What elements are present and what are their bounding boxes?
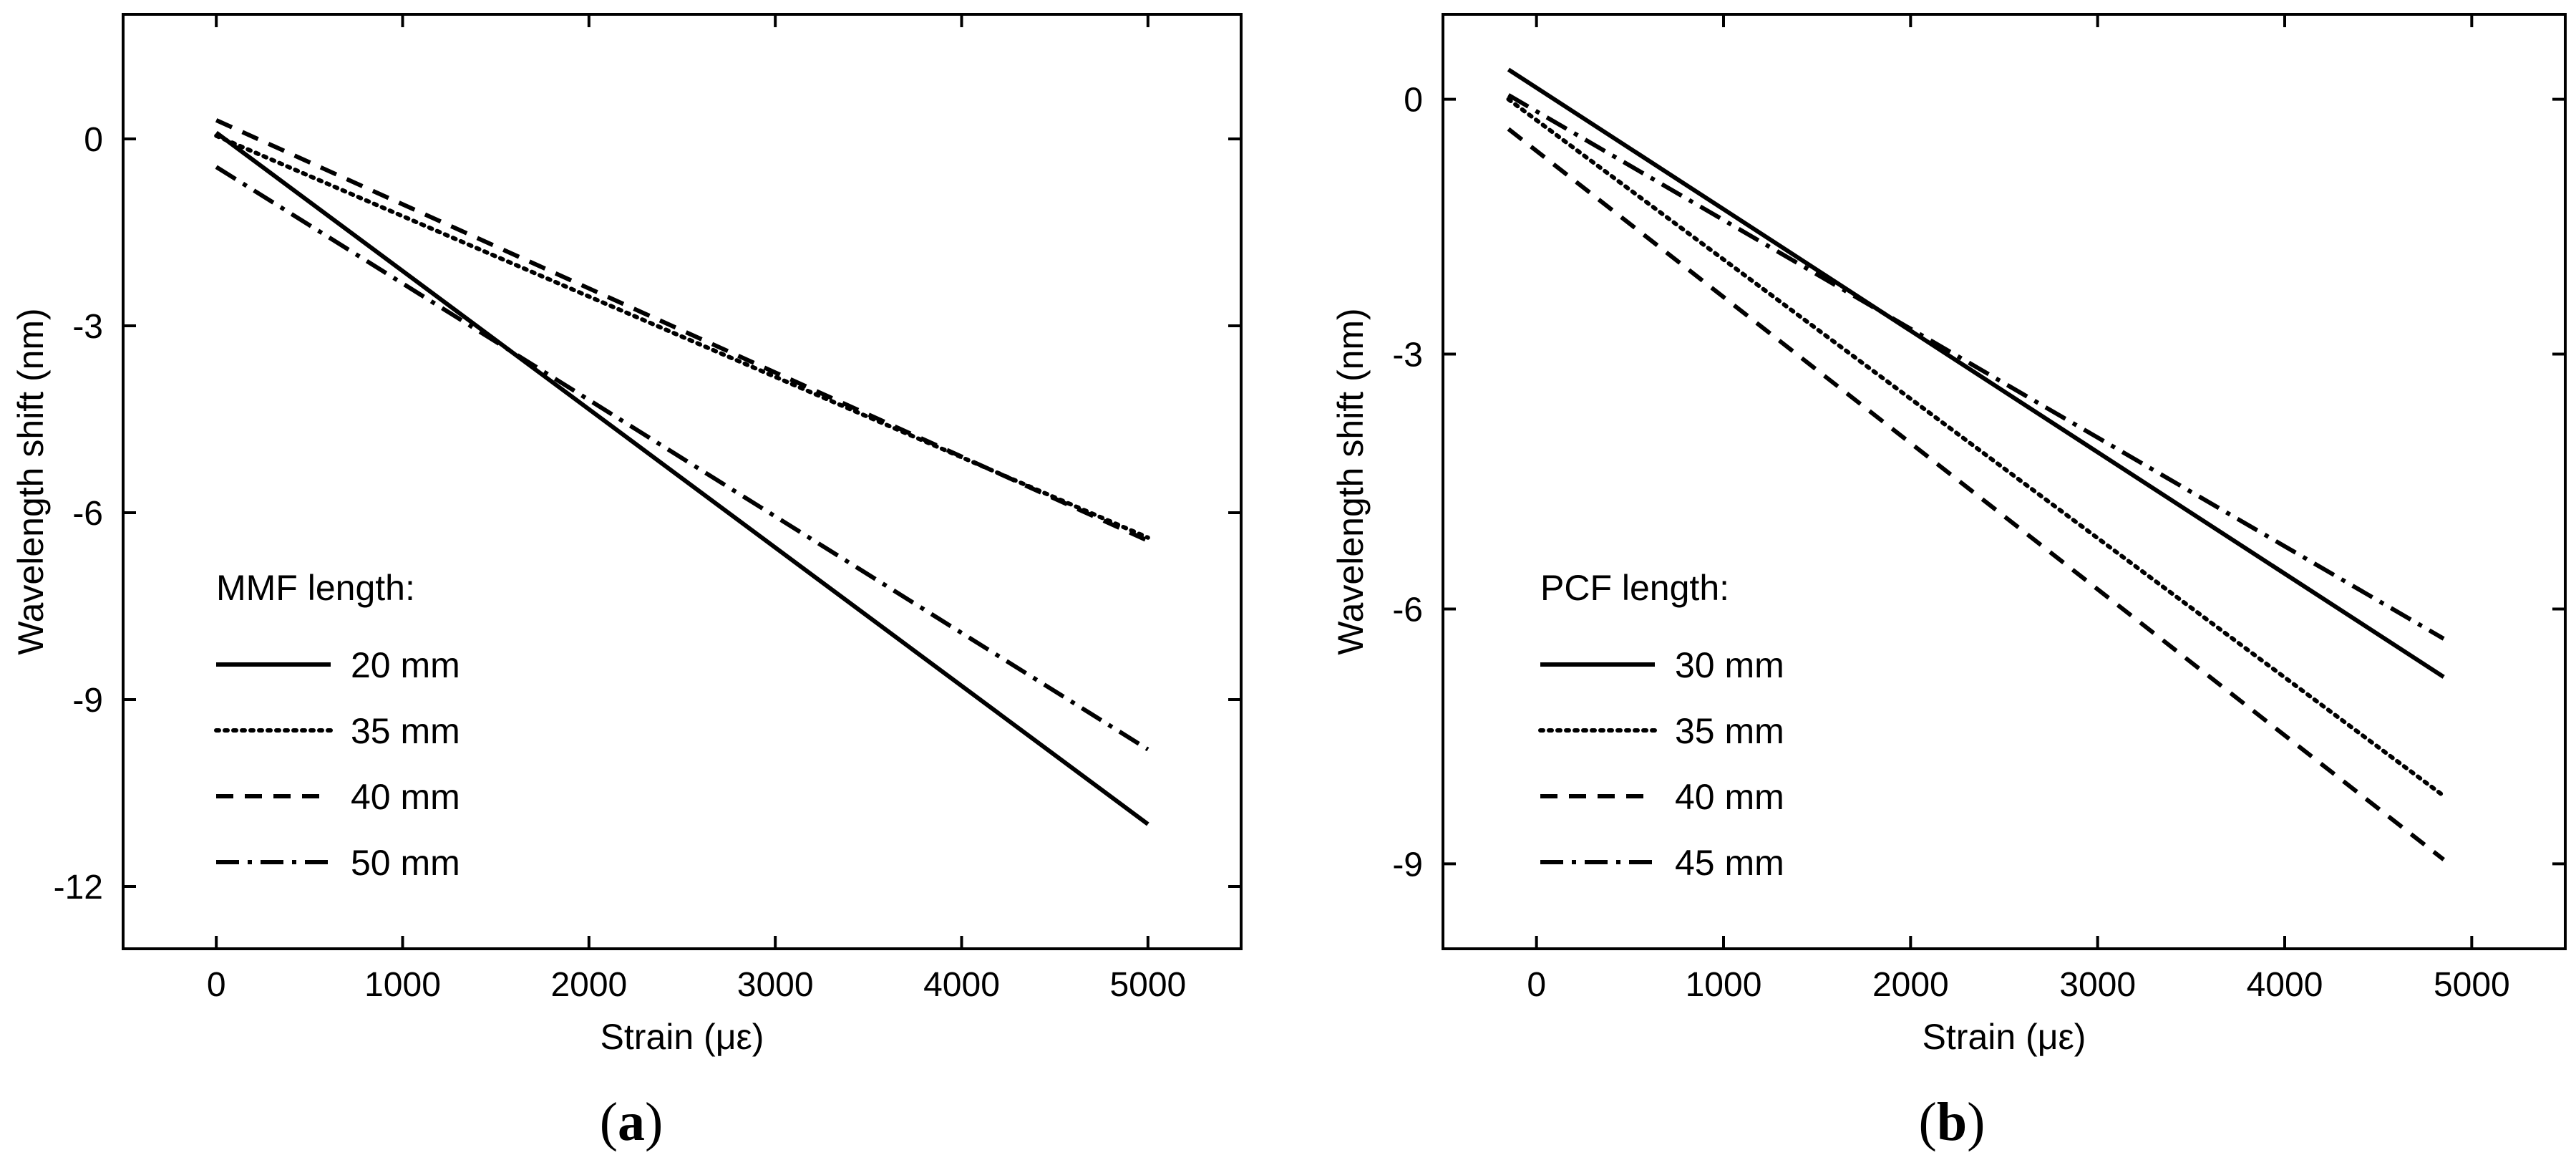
x-axis-label: Strain (με) [601,1017,764,1057]
legend-label: 35 mm [351,711,460,751]
x-tick-label: 3000 [737,966,814,1004]
x-tick-label: 3000 [2059,966,2136,1004]
x-axis-label: Strain (με) [1923,1017,2086,1057]
panel-label: (b) [1919,1092,1986,1152]
x-tick-label: 0 [207,966,226,1004]
legend-title: PCF length: [1540,568,1729,608]
y-tick-label: 0 [84,121,103,159]
y-axis-label: Wavelength shift (nm) [1331,308,1371,654]
legend-label: 45 mm [1675,843,1784,883]
y-tick-label: -6 [1392,591,1423,629]
legend-label: 40 mm [351,777,460,817]
y-tick-label: 0 [1404,82,1423,120]
y-tick-label: -9 [1392,846,1423,884]
legend-label: 40 mm [1675,777,1784,817]
plot-frame [1442,13,2567,950]
y-tick-label: -6 [72,495,103,533]
x-tick-label: 0 [1527,966,1546,1004]
y-tick-label: -3 [1392,337,1423,374]
series-line-30-mm [1507,67,2445,679]
legend-label: 50 mm [351,843,460,883]
y-axis-label: Wavelength shift (nm) [11,308,51,654]
x-tick-label: 5000 [2434,966,2510,1004]
series-line-45-mm [1507,93,2445,641]
series-line-35-mm [214,133,1150,540]
legend-label: 20 mm [351,645,460,685]
panel-label: (a) [600,1092,664,1152]
legend-label: 35 mm [1675,711,1784,751]
series-line-50-mm [215,165,1150,752]
x-tick-label: 4000 [923,966,1000,1004]
y-tick-label: -12 [54,869,103,907]
legend-title: MMF length: [216,568,415,608]
series-line-20-mm [215,130,1150,826]
x-tick-label: 4000 [2247,966,2323,1004]
x-tick-label: 1000 [364,966,441,1004]
x-tick-label: 2000 [550,966,627,1004]
chart-panel-a: 0 1000 2000 3000 4000 5000 0 -3 -6 -9 -12 Strain (μ… [11,13,1243,1152]
x-tick-label: 5000 [1109,966,1186,1004]
legend-label: 30 mm [1675,645,1784,685]
chart-panel-b: 0 1000 2000 3000 4000 5000 0 -3 -6 -9 Strain (με) W… [1331,13,2567,1152]
x-tick-label: 1000 [1686,966,1762,1004]
y-tick-label: -3 [72,308,103,346]
plot-frame [122,13,1243,950]
y-tick-label: -9 [72,682,103,720]
x-tick-label: 2000 [1872,966,1949,1004]
series-line-40-mm [1507,127,2445,861]
series-line-35-mm [1506,97,2446,798]
